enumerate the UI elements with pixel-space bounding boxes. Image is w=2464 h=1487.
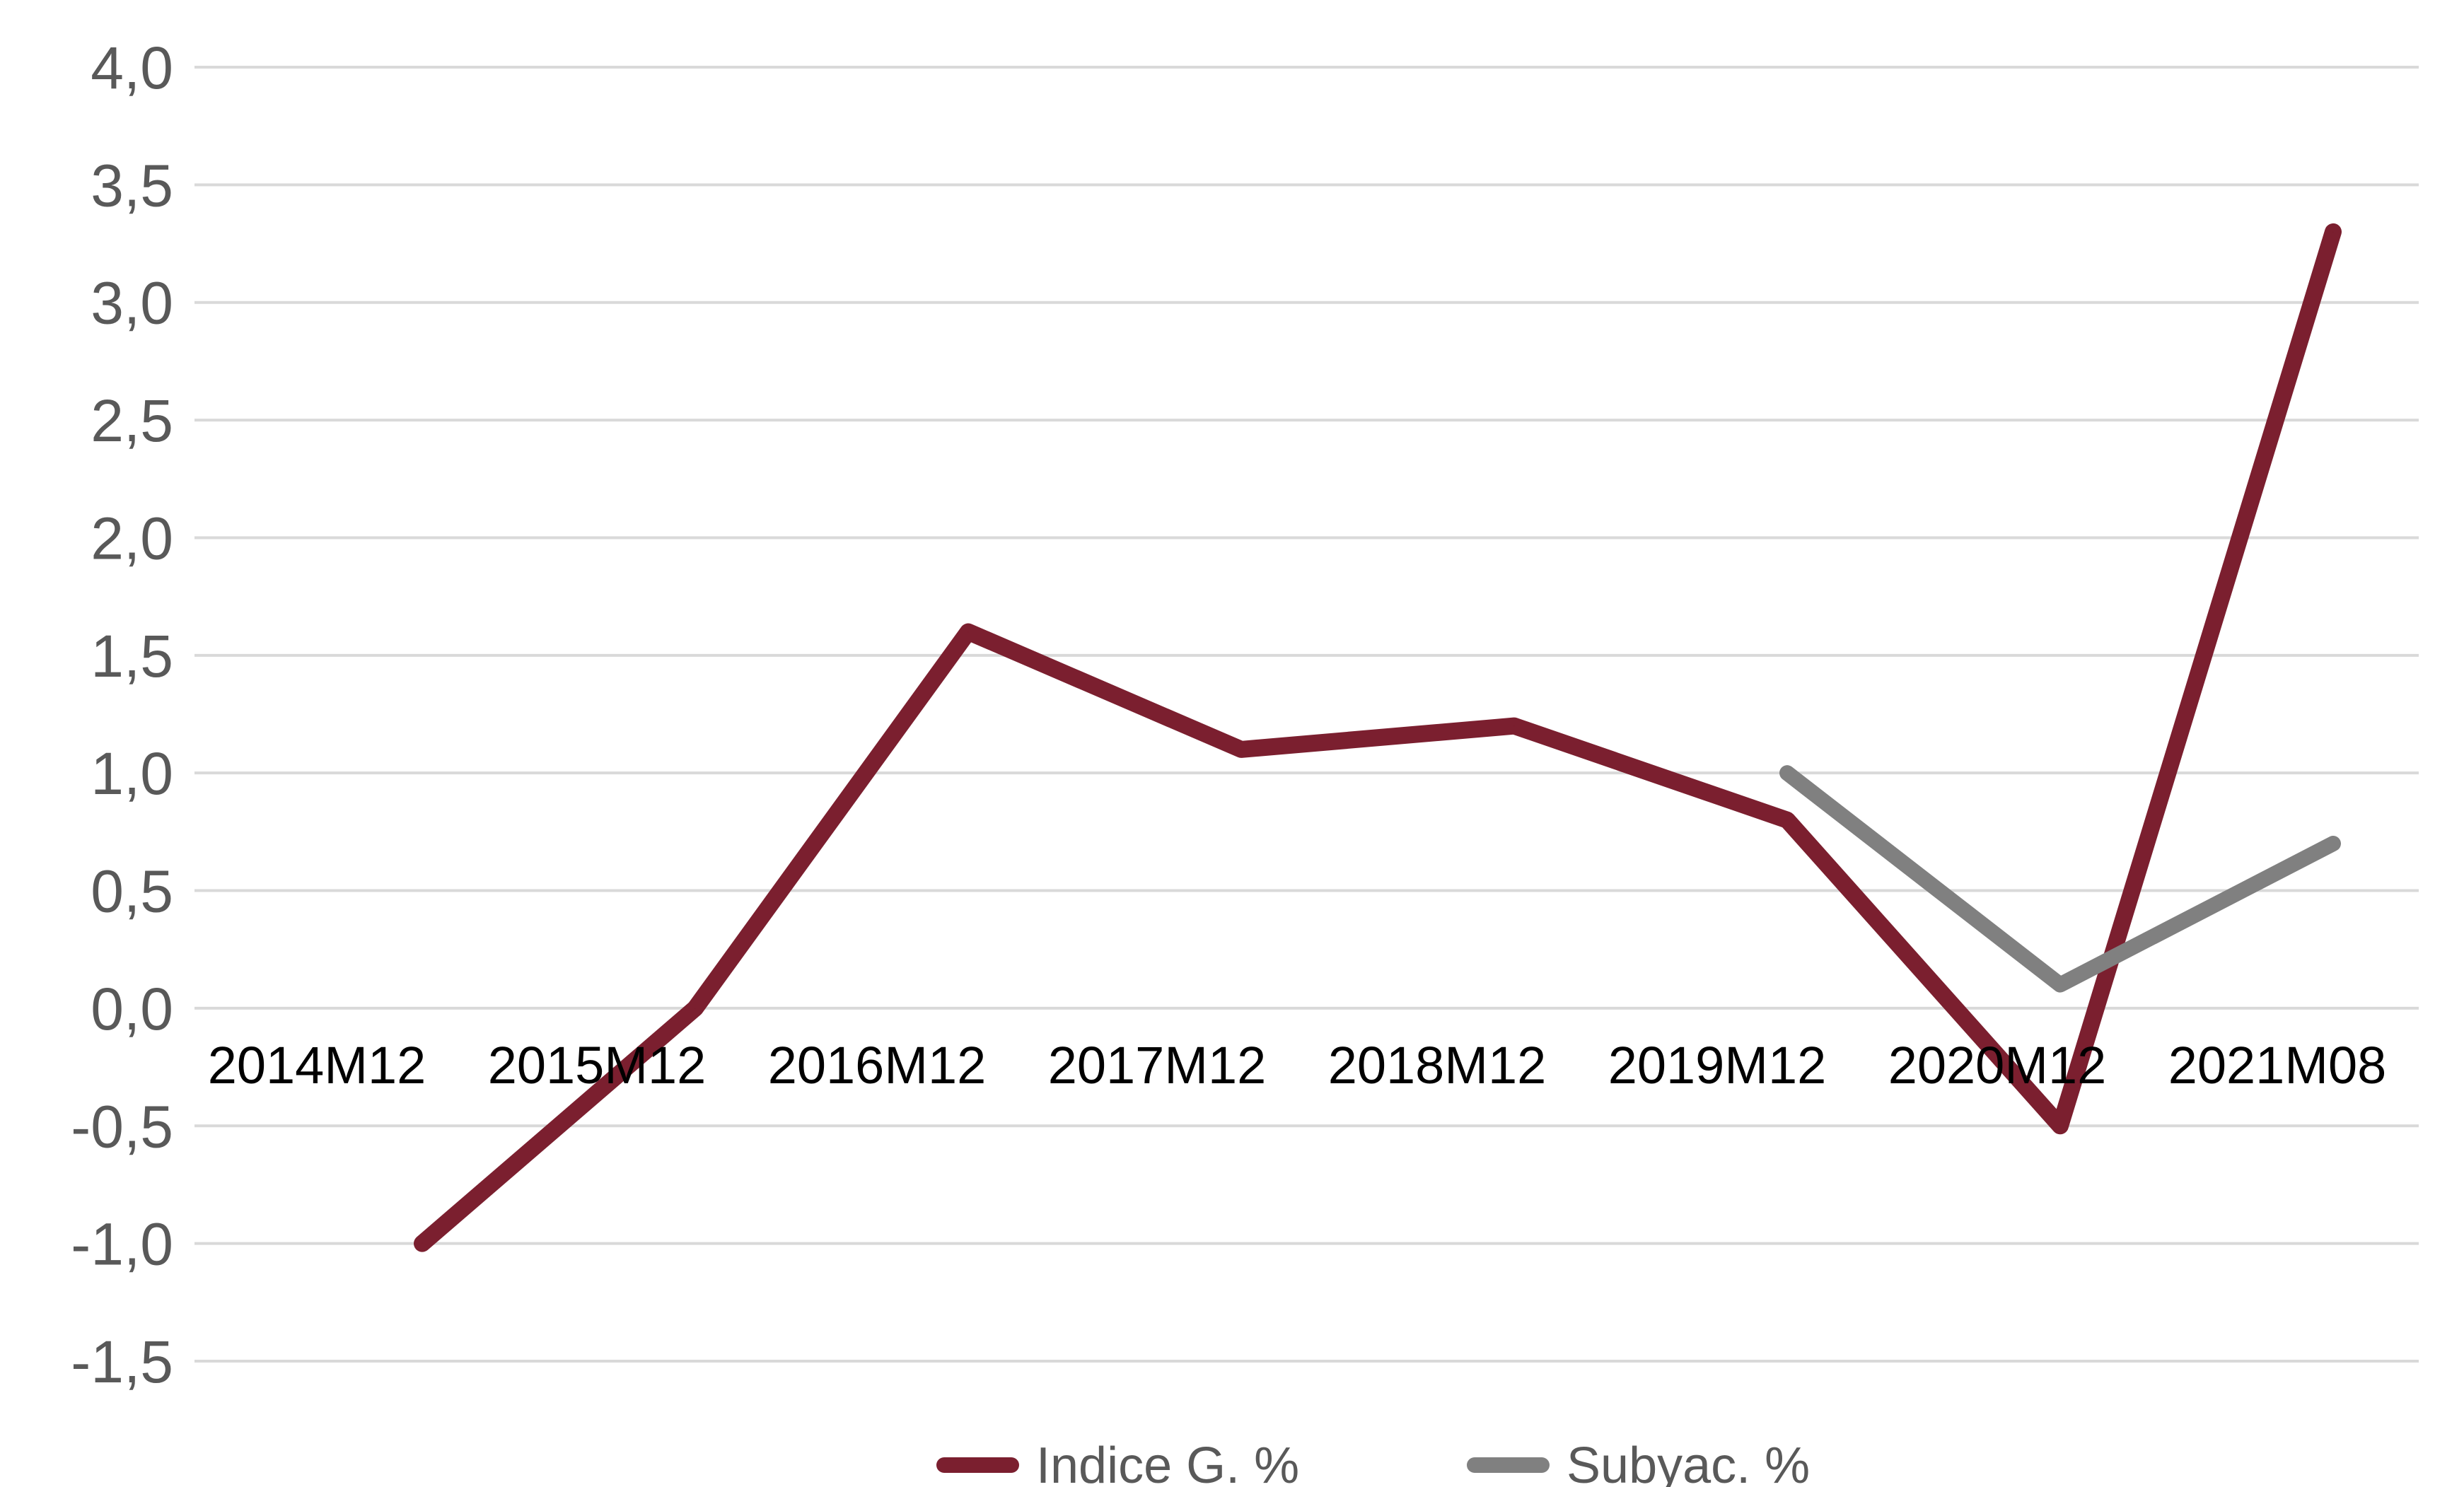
- y-tick-label: -1,5: [71, 1329, 173, 1395]
- data-point: [422, 1242, 423, 1244]
- x-tick-label: 2014M12: [208, 1036, 426, 1095]
- x-tick-label: 2021M08: [2168, 1036, 2387, 1095]
- y-tick-label: -0,5: [71, 1093, 173, 1160]
- x-tick-label: 2018M12: [1328, 1036, 1547, 1095]
- series-line-indice-g: [414, 223, 2342, 1252]
- y-tick-label: 2,0: [91, 505, 173, 571]
- y-tick-label: 3,0: [91, 270, 173, 337]
- gridlines: [194, 66, 2419, 1363]
- data-point: [1786, 819, 1788, 821]
- y-tick-label: 0,0: [91, 976, 173, 1042]
- legend-item: Indice G. %: [936, 1438, 1299, 1487]
- data-point: [967, 631, 969, 633]
- series-line-subyac: [1779, 765, 2341, 993]
- data-point: [695, 1007, 696, 1009]
- data-point: [1513, 725, 1515, 727]
- y-axis-ticks: 4,0 3,5 3,0 2,5 2,0 1,5 1,0 0,5 0,0 -0,5 -1,0 -1,5: [71, 35, 173, 1395]
- data-point: [2332, 231, 2334, 233]
- y-tick-label: 4,0: [91, 35, 173, 101]
- x-tick-label: 2017M12: [1048, 1036, 1267, 1095]
- data-point: [2059, 984, 2061, 986]
- data-point: [2059, 1125, 2061, 1127]
- legend-label: Subyac. %: [1567, 1438, 1810, 1487]
- y-tick-label: 2,5: [91, 387, 173, 454]
- y-tick-label: 1,5: [91, 623, 173, 689]
- x-tick-label: 2016M12: [768, 1036, 987, 1095]
- y-tick-label: 0,5: [91, 858, 173, 925]
- x-tick-label: 2015M12: [488, 1036, 707, 1095]
- legend-label: Indice G. %: [1036, 1438, 1299, 1487]
- y-tick-label: -1,0: [71, 1211, 173, 1278]
- y-tick-label: 3,5: [91, 152, 173, 218]
- series-lines: [414, 223, 2342, 1252]
- data-point: [1786, 772, 1788, 774]
- x-tick-label: 2019M12: [1608, 1036, 1827, 1095]
- legend: Indice G. % Subyac. %: [936, 1438, 1810, 1487]
- data-point: [2332, 843, 2334, 844]
- x-tick-label: 2020M12: [1888, 1036, 2107, 1095]
- x-axis-ticks: 2014M12 2015M12 2016M12 2017M12 2018M12 2019M…: [208, 1036, 2387, 1095]
- legend-item: Subyac. %: [1467, 1438, 1810, 1487]
- y-tick-label: 1,0: [91, 740, 173, 807]
- data-point: [1240, 748, 1242, 750]
